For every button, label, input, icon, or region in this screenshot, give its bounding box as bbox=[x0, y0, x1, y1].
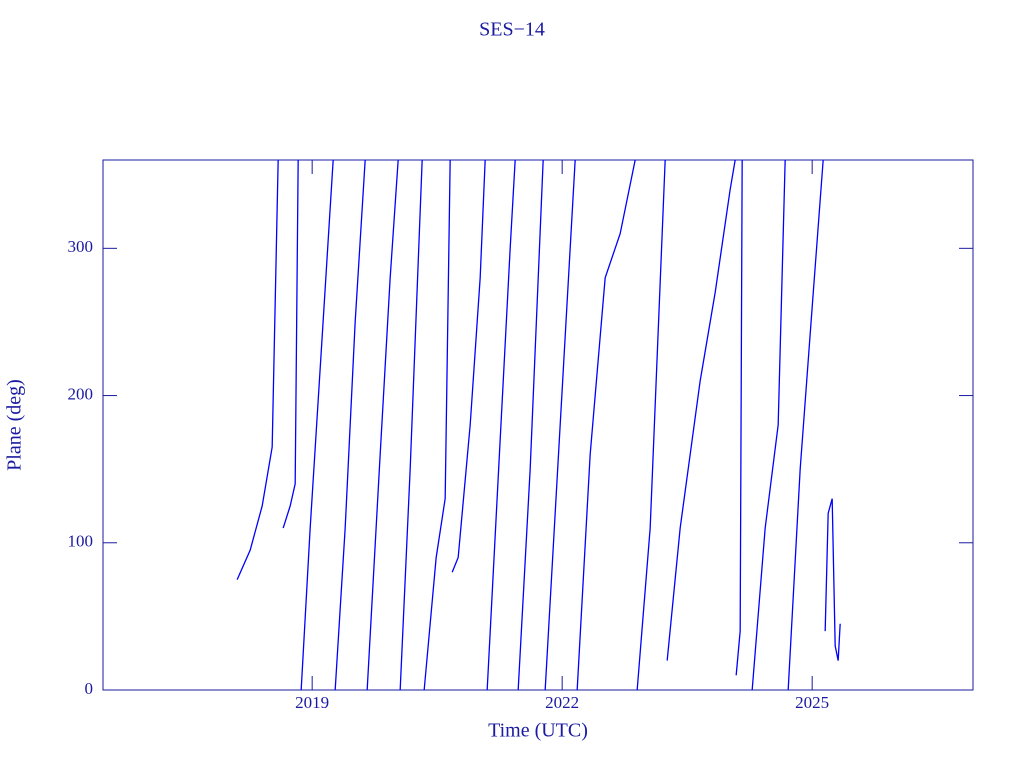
y-tick-label: 0 bbox=[85, 679, 94, 698]
chart-title: SES−14 bbox=[479, 19, 545, 41]
x-tick-label: 2022 bbox=[545, 693, 579, 712]
data-line bbox=[236, 159, 841, 691]
plot-frame bbox=[102, 159, 974, 691]
x-tick-label: 2019 bbox=[295, 693, 329, 712]
y-axis-label: Plane (deg) bbox=[4, 379, 26, 471]
x-tick-label: 2025 bbox=[795, 693, 829, 712]
y-tick-label: 100 bbox=[68, 532, 94, 551]
y-tick-label: 300 bbox=[68, 237, 94, 256]
y-tick-label: 200 bbox=[68, 384, 94, 403]
x-axis-label: Time (UTC) bbox=[488, 720, 588, 742]
